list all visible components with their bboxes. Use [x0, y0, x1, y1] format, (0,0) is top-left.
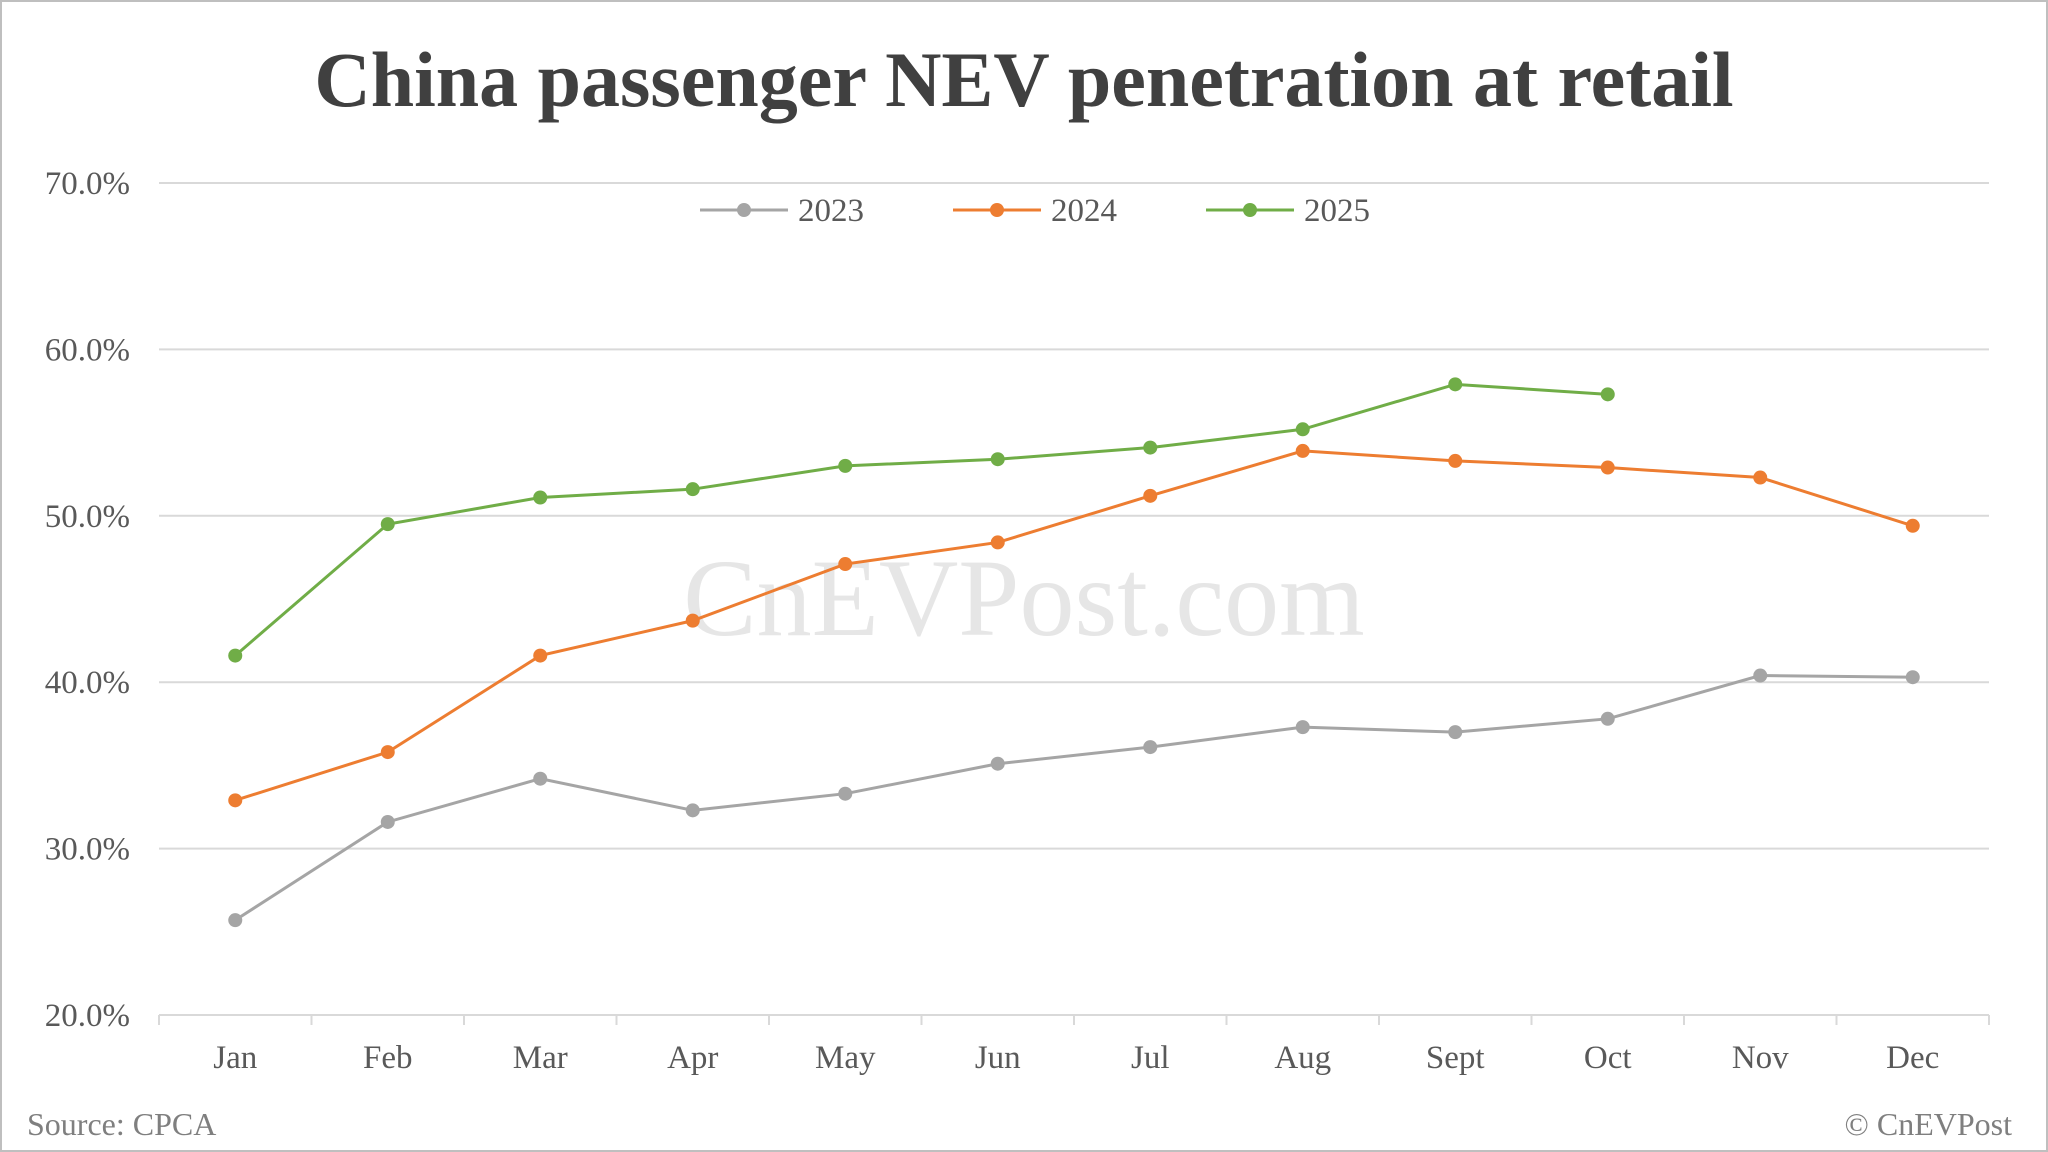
data-point-2025: [838, 458, 853, 473]
legend-marker-2023: [737, 203, 751, 217]
data-point-2024: [1753, 470, 1768, 485]
data-point-2023: [228, 913, 243, 928]
legend-label: 2023: [798, 193, 864, 229]
data-point-2025: [228, 648, 243, 663]
y-tick-label: 30.0%: [45, 832, 130, 868]
x-tick-label: May: [815, 1040, 876, 1076]
data-point-2024: [1600, 460, 1615, 475]
copyright-note: © CnEVPost: [1845, 1106, 2013, 1142]
series-line-2025: [234, 382, 1608, 657]
data-point-2024: [685, 613, 700, 628]
x-tick-label: Jun: [975, 1040, 1021, 1076]
y-tick-label: 70.0%: [45, 166, 130, 202]
data-point-2023: [1905, 670, 1920, 685]
data-point-2023: [1600, 711, 1615, 726]
watermark: CnEVPost.com: [683, 537, 1364, 659]
x-tick-label: Apr: [667, 1040, 718, 1076]
data-point-2023: [990, 756, 1005, 771]
legend-marker-2025: [1243, 203, 1257, 217]
x-tick-label: Feb: [363, 1040, 413, 1076]
data-point-2025: [1295, 422, 1310, 437]
data-point-2024: [228, 793, 243, 808]
data-point-2024: [1905, 518, 1920, 533]
data-point-2024: [990, 535, 1005, 550]
series-line-2023: [234, 674, 1913, 922]
y-tick-label: 20.0%: [45, 998, 130, 1034]
x-tick-label: Aug: [1274, 1040, 1331, 1076]
data-point-2023: [1295, 720, 1310, 735]
data-point-2025: [1600, 387, 1615, 402]
x-tick-label: Sept: [1426, 1040, 1485, 1076]
data-point-2024: [1448, 453, 1463, 468]
x-tick-label: Oct: [1584, 1040, 1632, 1076]
data-point-2024: [533, 648, 548, 663]
x-tick-label: Jul: [1131, 1040, 1170, 1076]
data-point-2025: [533, 490, 548, 505]
legend-marker-2024: [990, 203, 1004, 217]
y-tick-label: 50.0%: [45, 499, 130, 535]
legend-label: 2024: [1051, 193, 1117, 229]
x-tick-label: Mar: [513, 1040, 568, 1076]
source-note: Source: CPCA: [27, 1106, 216, 1142]
data-point-2023: [685, 803, 700, 818]
data-point-2025: [1448, 377, 1463, 392]
data-point-2025: [685, 482, 700, 497]
x-tick-label: Dec: [1886, 1040, 1939, 1076]
data-point-2023: [380, 814, 395, 829]
data-point-2023: [1143, 740, 1158, 755]
x-tick-label: Jan: [213, 1040, 257, 1076]
data-point-2023: [1448, 725, 1463, 740]
data-point-2024: [380, 745, 395, 760]
legend-label: 2025: [1304, 193, 1370, 229]
x-tick-label: Nov: [1732, 1040, 1789, 1076]
data-point-2023: [1753, 668, 1768, 683]
data-point-2023: [533, 771, 548, 786]
series-line-2024: [234, 449, 1914, 802]
data-point-2023: [838, 786, 853, 801]
y-tick-label: 60.0%: [45, 332, 130, 368]
chart-title: China passenger NEV penetration at retai…: [314, 36, 1733, 123]
y-tick-label: 40.0%: [45, 665, 130, 701]
data-point-2024: [1143, 488, 1158, 503]
data-point-2024: [838, 557, 853, 572]
data-point-2025: [1143, 440, 1158, 455]
data-point-2025: [990, 452, 1005, 467]
data-point-2024: [1295, 443, 1310, 458]
data-point-2025: [380, 517, 395, 532]
